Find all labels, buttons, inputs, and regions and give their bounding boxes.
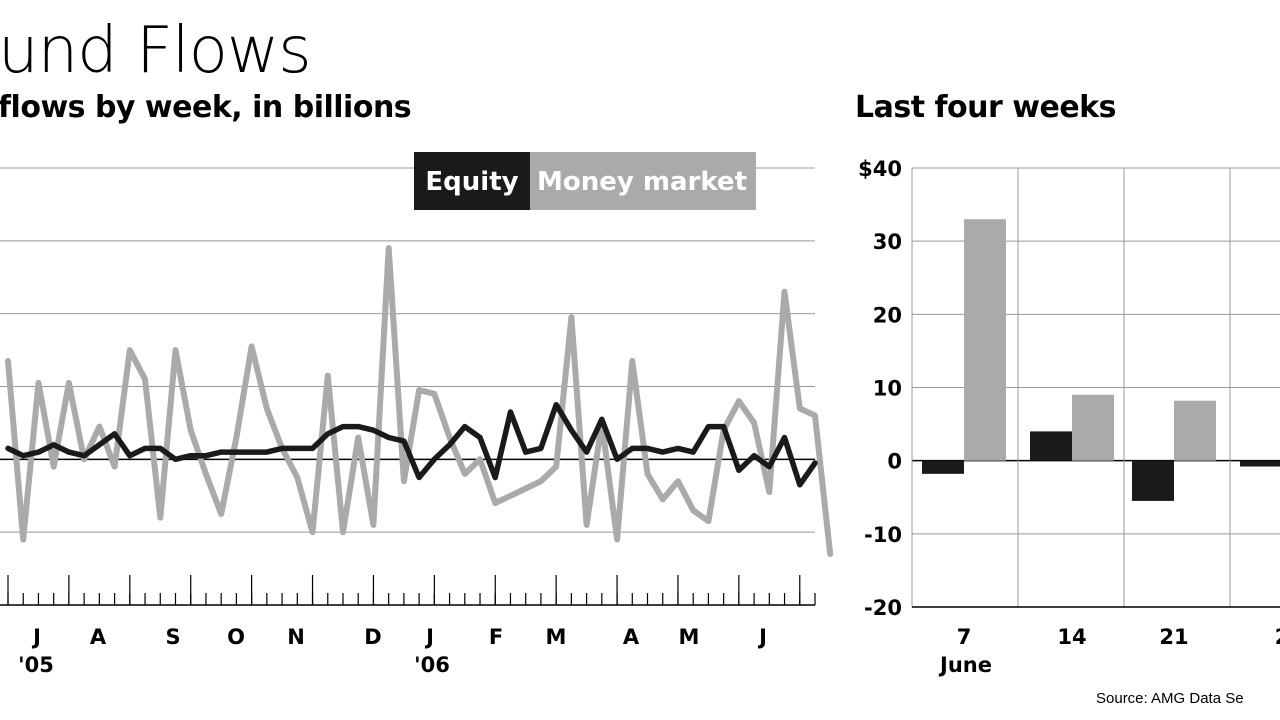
bar-category-label-2: 2 [1275,625,1280,649]
right-chart-subtitle: Last four weeks [855,90,1116,125]
bar-y-tick-label: 0 [887,450,902,474]
legend-label-money-market: Money market [537,167,747,197]
bar-category-label-14: 14 [1057,625,1086,649]
month-label-1: A [90,625,107,649]
bar-equity-14 [1030,431,1072,461]
bar-equity-2 [1240,460,1280,467]
legend-label-equity: Equity [425,167,518,197]
bar-equity-21 [1132,460,1174,501]
bar-money-market-14 [1072,394,1114,461]
series-line-money-market [5,245,834,557]
month-label-3: O [227,625,245,649]
month-label-4: N [287,625,305,649]
bar-y-tick-label: 10 [873,377,902,401]
page-title: und Flows [0,14,312,88]
bar-category-label-21: 21 [1159,625,1188,649]
year-label-1: '06 [414,653,450,677]
month-label-8: M [546,625,567,649]
month-label-6: J [424,625,434,649]
month-label-11: J [757,625,767,649]
year-label-0: '05 [18,653,54,677]
bar-category-label-7: 7 [957,625,972,649]
month-label-2: S [165,625,180,649]
month-label-10: M [679,625,700,649]
month-label-7: F [489,625,503,649]
bar-equity-7 [922,460,964,474]
bar-money-market-7 [964,219,1006,461]
series-line-equity [5,401,818,488]
bar-y-tick-label: 20 [873,303,902,327]
bar-y-tick-label: -20 [864,596,902,620]
source-note: Source: AMG Data Se [1096,690,1244,707]
bar-money-market-21 [1174,400,1216,461]
month-label-5: D [364,625,381,649]
month-label-0: J [31,625,41,649]
bar-y-tick-label: -10 [864,523,902,547]
bar-category-note: June [938,653,992,677]
bar-y-tick-label: $40 [858,157,902,181]
legend-swatch-money-market [530,152,756,210]
left-chart-subtitle: flows by week, in billions [0,90,412,125]
month-label-9: A [623,625,640,649]
legend-swatch-equity [414,152,530,210]
bar-y-tick-label: 30 [873,230,902,254]
